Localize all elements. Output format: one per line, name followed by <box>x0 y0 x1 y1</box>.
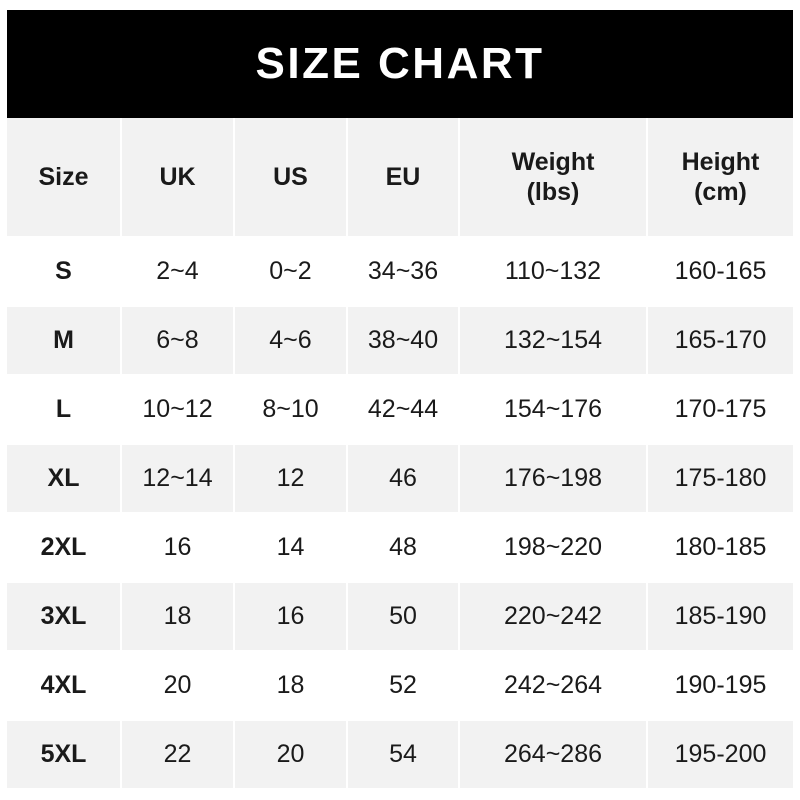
table-body: S 2~4 0~2 34~36 110~132 160-165 M 6~8 4~… <box>7 238 793 788</box>
table-row: 5XL 22 20 54 264~286 195-200 <box>7 721 793 788</box>
page-title: SIZE CHART <box>255 39 545 88</box>
table-row: 2XL 16 14 48 198~220 180-185 <box>7 514 793 583</box>
column-header-eu-line1: EU <box>385 163 421 191</box>
table-row: XL 12~14 12 46 176~198 175-180 <box>7 445 793 514</box>
column-header-uk: UK <box>122 118 235 238</box>
column-header-height-line1: Height <box>681 148 760 176</box>
column-header-weight-line2: (lbs) <box>526 178 580 206</box>
table-row: 4XL 20 18 52 242~264 190-195 <box>7 652 793 721</box>
cell-weight: 242~264 <box>460 652 648 721</box>
cell-weight: 198~220 <box>460 514 648 583</box>
cell-height: 180-185 <box>648 514 793 583</box>
cell-us: 14 <box>235 514 348 583</box>
cell-us: 16 <box>235 583 348 652</box>
cell-us: 18 <box>235 652 348 721</box>
cell-height: 170-175 <box>648 376 793 445</box>
column-header-us: US <box>235 118 348 238</box>
cell-eu: 34~36 <box>348 238 460 307</box>
size-chart-table: Size UK US EU Weight (lbs) Height (cm) <box>7 118 793 788</box>
column-header-height: Height (cm) <box>648 118 793 238</box>
cell-eu: 54 <box>348 721 460 788</box>
cell-height: 195-200 <box>674 740 767 768</box>
cell-size: L <box>7 376 122 445</box>
cell-height: 160-165 <box>648 238 793 307</box>
cell-weight: 220~242 <box>460 583 648 652</box>
cell-weight: 176~198 <box>460 445 648 514</box>
cell-uk: 16 <box>122 514 235 583</box>
cell-uk: 12~14 <box>122 445 235 514</box>
cell-eu: 46 <box>348 445 460 514</box>
cell-us: 8~10 <box>235 376 348 445</box>
table-row: M 6~8 4~6 38~40 132~154 165-170 <box>7 307 793 376</box>
column-header-weight: Weight (lbs) <box>460 118 648 238</box>
title-banner: SIZE CHART <box>7 10 793 118</box>
table-row: S 2~4 0~2 34~36 110~132 160-165 <box>7 238 793 307</box>
cell-uk: 22 <box>122 721 235 788</box>
cell-us: 0~2 <box>235 238 348 307</box>
cell-weight: 154~176 <box>460 376 648 445</box>
cell-size: S <box>7 238 122 307</box>
cell-height: 175-180 <box>648 445 793 514</box>
cell-size: 2XL <box>7 514 122 583</box>
column-header-weight-line1: Weight <box>511 148 595 176</box>
column-header-size-line1: Size <box>38 163 89 191</box>
cell-height: 190-195 <box>648 652 793 721</box>
cell-eu: 38~40 <box>348 307 460 376</box>
cell-size: 5XL <box>7 721 122 788</box>
cell-weight: 132~154 <box>460 307 648 376</box>
cell-us: 4~6 <box>235 307 348 376</box>
cell-height: 185-190 <box>648 583 793 652</box>
cell-uk: 20 <box>122 652 235 721</box>
cell-height: 165-170 <box>648 307 793 376</box>
cell-size: 3XL <box>7 583 122 652</box>
header-row: Size UK US EU Weight (lbs) Height (cm) <box>7 118 793 238</box>
column-header-height-line2: (cm) <box>694 178 747 206</box>
cell-eu: 48 <box>348 514 460 583</box>
table-row: 3XL 18 16 50 220~242 185-190 <box>7 583 793 652</box>
column-header-uk-line1: UK <box>159 163 196 191</box>
table-row: L 10~12 8~10 42~44 154~176 170-175 <box>7 376 793 445</box>
column-header-size: Size <box>7 118 122 238</box>
cell-weight: 110~132 <box>460 238 648 307</box>
cell-size: M <box>7 307 122 376</box>
cell-size: XL <box>7 445 122 514</box>
cell-us: 12 <box>235 445 348 514</box>
table-header: Size UK US EU Weight (lbs) Height (cm) <box>7 118 793 238</box>
cell-eu: 50 <box>348 583 460 652</box>
cell-uk: 2~4 <box>122 238 235 307</box>
cell-uk: 10~12 <box>122 376 235 445</box>
column-header-eu: EU <box>348 118 460 238</box>
cell-eu: 42~44 <box>348 376 460 445</box>
cell-weight: 264~286 <box>460 721 648 788</box>
cell-size: 4XL <box>7 652 122 721</box>
cell-eu: 52 <box>348 652 460 721</box>
cell-uk: 6~8 <box>122 307 235 376</box>
column-header-us-line1: US <box>273 163 308 191</box>
cell-us: 20 <box>235 721 348 788</box>
cell-uk: 18 <box>122 583 235 652</box>
